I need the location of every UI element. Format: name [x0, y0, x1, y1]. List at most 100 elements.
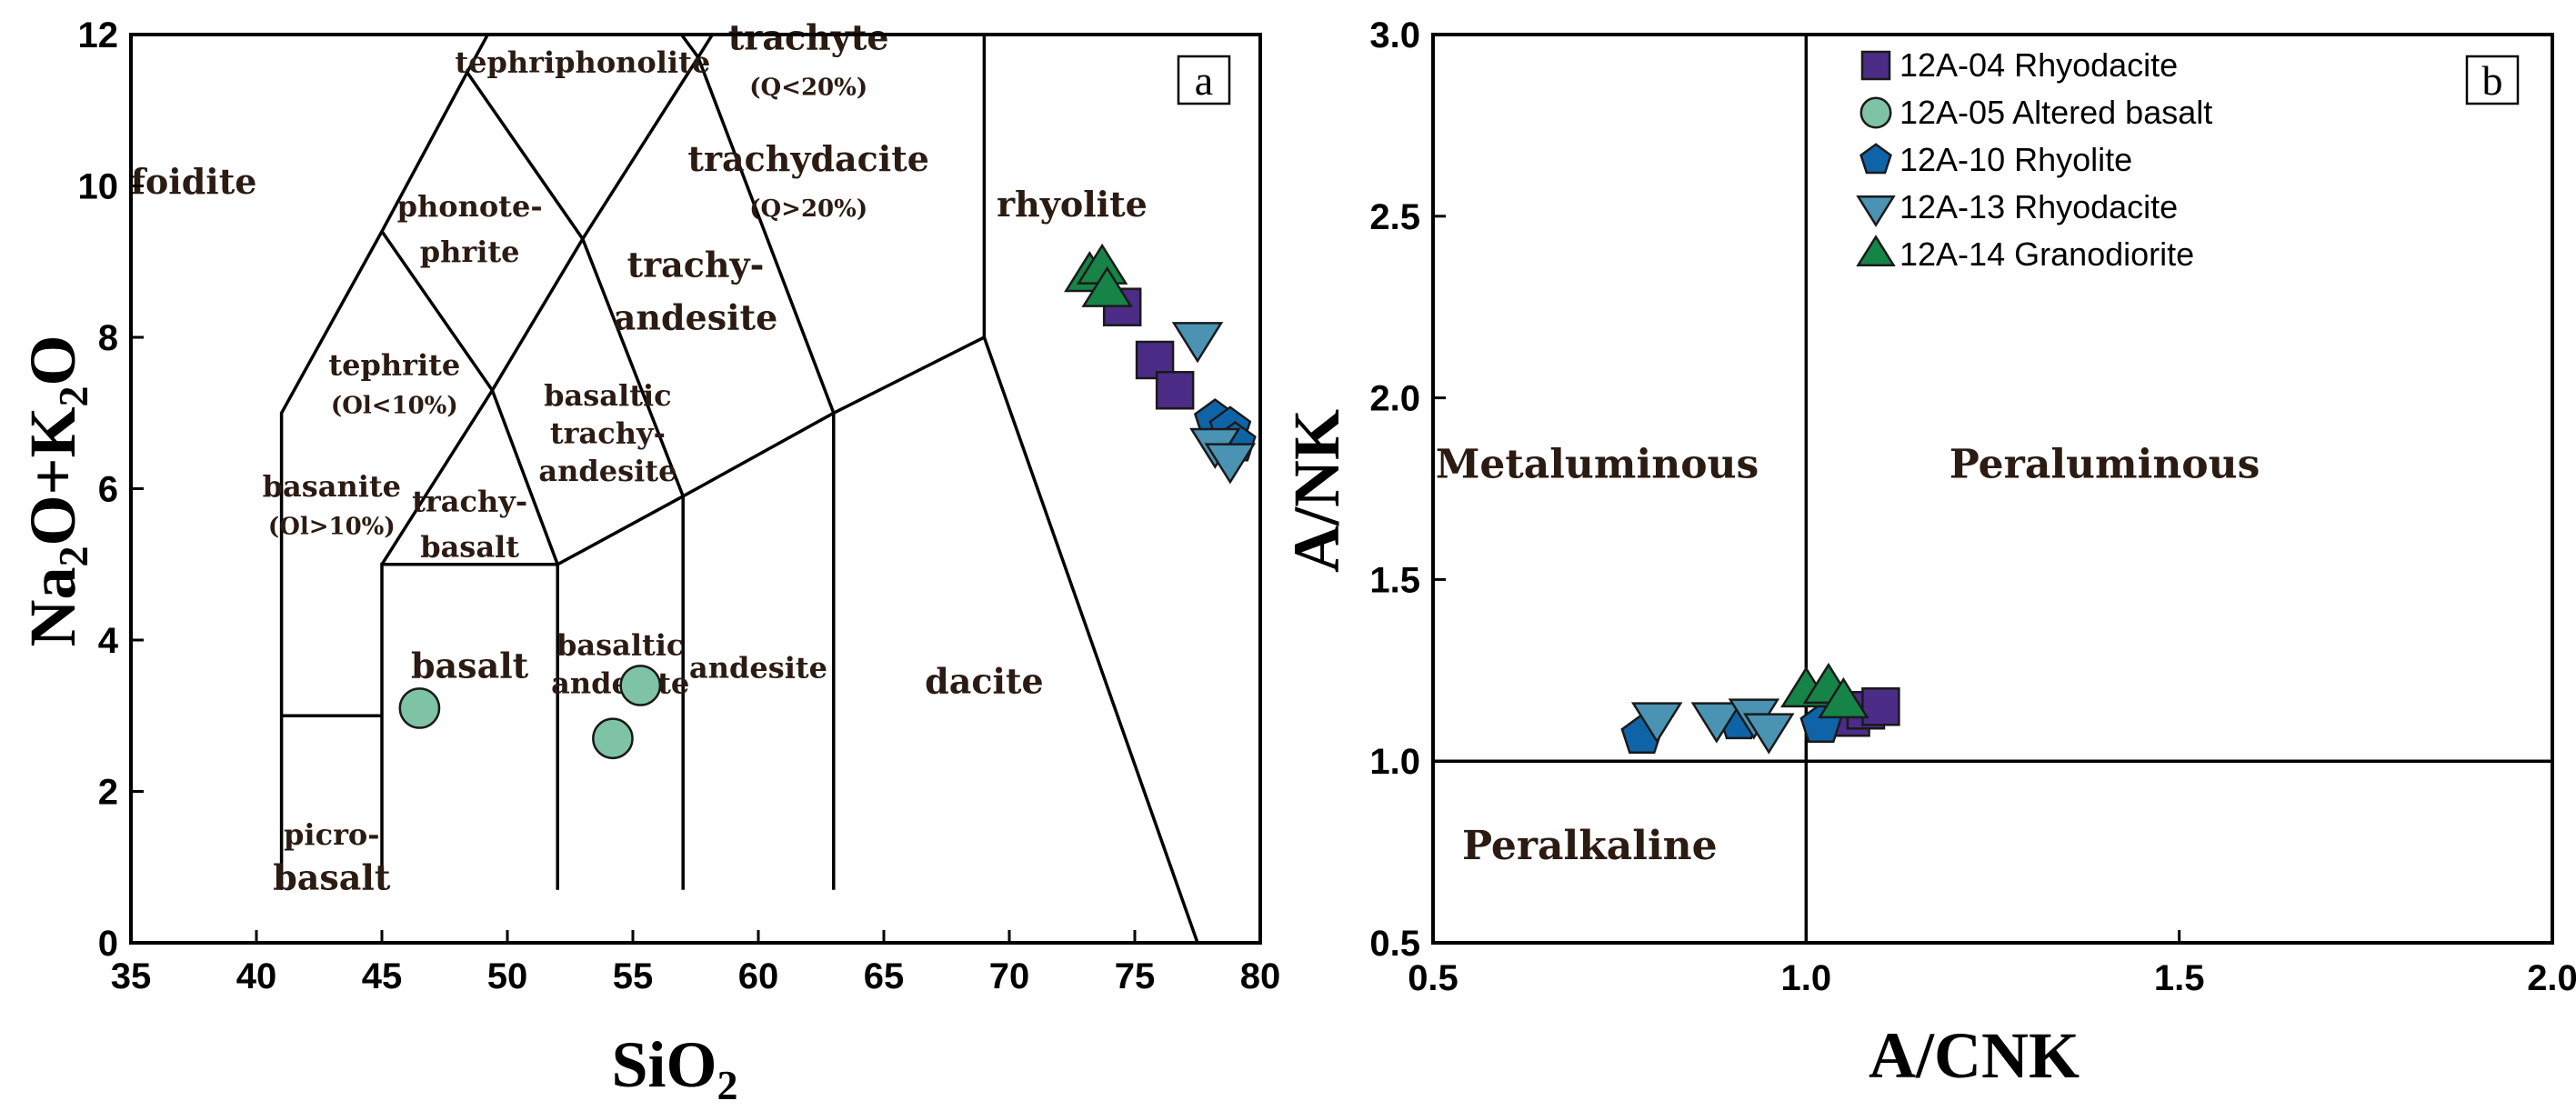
tas-field-label-tephriphonolite-2: tephriphonolite	[455, 45, 710, 80]
tas-x-tick-label-65: 65	[864, 956, 905, 996]
legend-label-12a-13: 12A-13 Rhyodacite	[1899, 188, 2178, 225]
alumina-x-tick-label-2-0: 2.0	[2527, 958, 2576, 998]
tas-boundary-3	[380, 563, 559, 890]
legend-label-12a-10: 12A-10 Rhyolite	[1899, 141, 2132, 178]
alumina-x-axis-title: A/CNK	[1869, 1019, 2080, 1092]
tas-field-label-andesite-11: andesite	[614, 297, 778, 338]
tas-field-label-picro-26: picro-	[284, 817, 380, 852]
alumina-y-tick-label-2-5: 2.5	[1369, 197, 1420, 237]
alumina-y-tick-label-1-0: 1.0	[1369, 742, 1420, 782]
tas-field-label-trachy-10: trachy-	[627, 244, 765, 285]
tas-field-label-foidite-1: foidite	[131, 161, 257, 202]
tas-x-tick-label-60: 60	[738, 956, 779, 996]
legend-item-12a-05: 12A-05 Altered basalt	[1859, 94, 2212, 131]
panel-a-label: a	[1195, 57, 1213, 104]
tas-data-points	[398, 243, 1257, 760]
legend-label-12a-14: 12A-14 Granodiorite	[1899, 235, 2194, 273]
tas-field-label-andesite-16: andesite	[538, 454, 677, 488]
tas-x-tick-label-50: 50	[487, 956, 528, 996]
alumina-point-12a-13-1	[1630, 702, 1683, 744]
tas-point-12a-05-3	[619, 665, 662, 706]
tas-field-label-basanite-17: basanite	[263, 469, 401, 504]
tas-diagram-panel: foidite tephriphonolite trachyte (Q<20%) tra…	[16, 15, 1281, 1108]
legend-marker-12a-13	[1856, 195, 1896, 227]
tas-field-label-basaltic-22: basaltic	[556, 628, 684, 663]
legend-label-12a-04: 12A-04 Rhyodacite	[1899, 46, 2178, 84]
a-nk-cnk-panel: Metaluminous Peraluminous Peralkaline 0.5 1…	[1280, 15, 2576, 1092]
tas-field-label-tephrite-12: tephrite	[328, 348, 460, 383]
legend-item-12a-14: 12A-14 Granodiorite	[1856, 235, 2194, 273]
legend-marker-12a-10	[1859, 143, 1892, 175]
tas-field-label-dacite-25: dacite	[925, 660, 1044, 701]
tas-field-label-basalt-20: basalt	[420, 529, 519, 564]
tas-x-tick-label-70: 70	[989, 956, 1030, 996]
alumina-ticks: 0.5 1.0 1.5 2.0 0.5 1.0 1.5 2.0 2.5 3.0	[1369, 15, 2576, 998]
tas-field-label-trachyte-3: trachyte	[728, 17, 889, 58]
tas-x-tick-label-40: 40	[236, 956, 277, 996]
panel-b-label: b	[2482, 57, 2503, 104]
tas-y-tick-label-4: 4	[98, 621, 119, 661]
alumina-y-tick-label-2-0: 2.0	[1369, 379, 1420, 419]
tas-field-label-phonote-8: phonote-	[397, 189, 543, 224]
alumina-point-12a-13-2	[1690, 702, 1743, 744]
tas-x-tick-label-80: 80	[1240, 956, 1281, 996]
tas-field-label-rhyolite-7: rhyolite	[997, 184, 1148, 225]
tas-field-label-trachy-19: trachy-	[412, 485, 527, 519]
alumina-x-tick-label-0-5: 0.5	[1408, 958, 1458, 998]
tas-y-axis-title: Na2O+K2O	[16, 335, 96, 646]
alumina-y-tick-label-0-5: 0.5	[1369, 924, 1420, 964]
tas-field-label-phrite-9: phrite	[420, 235, 520, 269]
tas-point-12a-04-3	[1155, 371, 1195, 410]
tas-x-tick-label-55: 55	[613, 956, 654, 996]
alumina-point-12a-13-4	[1743, 713, 1795, 755]
tas-field-boundaries	[279, 35, 1199, 943]
legend-marker-12a-04	[1860, 50, 1891, 81]
tas-x-tick-label-45: 45	[362, 956, 403, 996]
tas-y-tick-label-12: 12	[78, 15, 119, 55]
alumina-y-tick-label-1-5: 1.5	[1369, 560, 1420, 600]
legend-marker-12a-05	[1859, 96, 1892, 129]
tas-field-label-q-20-4: (Q<20%)	[749, 75, 867, 102]
field-label-peraluminous: Peraluminous	[1950, 442, 2260, 488]
tas-point-12a-14-3	[1081, 265, 1133, 307]
legend-item-12a-04: 12A-04 Rhyodacite	[1860, 46, 2178, 84]
tas-field-label-trachydacite-5: trachydacite	[687, 138, 929, 179]
tas-point-12a-05-1	[398, 687, 441, 729]
tas-y-tick-label-6: 6	[98, 470, 118, 510]
alumina-point-12a-14-3	[1818, 676, 1869, 719]
field-label-peralkaline: Peralkaline	[1462, 823, 1718, 869]
legend-item-12a-10: 12A-10 Rhyolite	[1859, 141, 2132, 178]
tas-field-label-basaltic-14: basaltic	[544, 378, 671, 413]
alumina-saturation-lines	[1433, 35, 2552, 943]
field-label-metaluminous: Metaluminous	[1436, 442, 1759, 488]
tas-y-tick-label-10: 10	[78, 167, 119, 207]
tas-point-12a-04-2	[1135, 340, 1175, 380]
alumina-x-tick-label-1-5: 1.5	[2154, 958, 2205, 998]
tas-point-12a-13-3	[1204, 443, 1257, 485]
panel-a-label-box	[1177, 55, 1231, 105]
alumina-plot-frame	[1431, 33, 2554, 945]
tas-x-tick-label-35: 35	[111, 956, 152, 996]
legend: 12A-04 Rhyodacite 12A-05 Altered basalt 12…	[1856, 46, 2212, 273]
alumina-y-axis-title: A/NK	[1280, 409, 1353, 573]
tas-field-label-ol-10-18: (Ol>10%)	[268, 514, 396, 541]
legend-label-12a-05: 12A-05 Altered basalt	[1899, 94, 2212, 131]
tas-x-axis-title: SiO2	[611, 1028, 737, 1108]
panel-b-label-box	[2465, 55, 2520, 105]
legend-item-12a-13: 12A-13 Rhyodacite	[1856, 188, 2178, 227]
legend-marker-12a-14	[1856, 235, 1896, 266]
tas-field-label-q-20-6: (Q>20%)	[749, 195, 867, 223]
tas-point-12a-05-2	[592, 717, 634, 760]
tas-boundary-7	[466, 71, 685, 890]
alumina-field-labels: Metaluminous Peraluminous Peralkaline	[1436, 442, 2260, 870]
tas-field-label-basalt-21: basalt	[411, 646, 529, 686]
tas-ticks: 35 40 45 50 55 60 65 70 75 80 0 2 4 6 8 10 12	[78, 15, 1281, 996]
tas-field-labels: foidite tephriphonolite trachyte (Q<20%) tra…	[131, 17, 1148, 898]
tas-field-label-trachy-15: trachy-	[550, 416, 666, 451]
tas-boundary-4	[380, 56, 700, 566]
tas-x-tick-label-75: 75	[1115, 956, 1156, 996]
alumina-data-points	[1620, 662, 1900, 755]
tas-y-tick-label-2: 2	[98, 773, 118, 813]
alumina-point-12a-04-3	[1861, 687, 1900, 726]
tas-point-12a-13-1	[1171, 322, 1224, 364]
